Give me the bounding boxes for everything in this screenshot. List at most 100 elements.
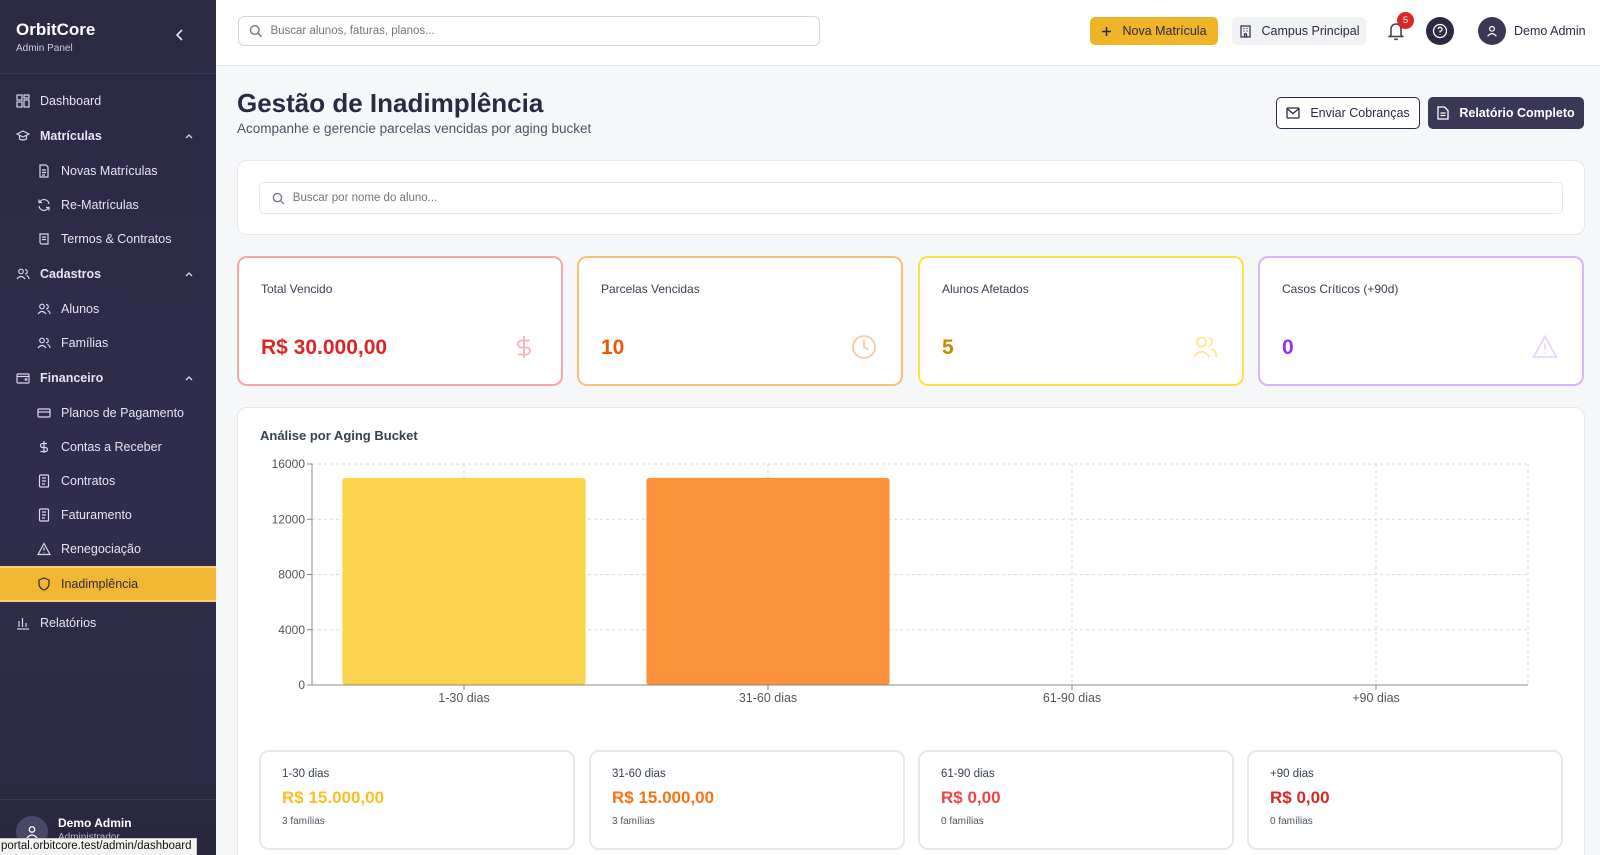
search-icon <box>272 192 285 204</box>
user-icon <box>26 826 38 839</box>
new-enrollment-label: Nova Matrícula <box>1122 24 1207 38</box>
sidebar-item-faturamento[interactable]: Faturamento <box>0 498 216 532</box>
chart-title: Análise por Aging Bucket <box>260 428 418 443</box>
kpi-label: Total Vencido <box>261 282 333 296</box>
full-report-label: Relatório Completo <box>1459 106 1575 120</box>
sidebar-item-relatorios[interactable]: Relatórios <box>0 606 216 640</box>
campus-selector[interactable]: Campus Principal <box>1232 17 1366 45</box>
sidebar-item-planos-pagamento[interactable]: Planos de Pagamento <box>0 396 216 430</box>
sidebar-item-contratos[interactable]: Contratos <box>0 464 216 498</box>
global-search[interactable] <box>238 16 820 46</box>
chevron-up-icon <box>184 268 194 278</box>
sidebar-item-dashboard[interactable]: Dashboard <box>0 84 216 118</box>
kpi-label: Parcelas Vencidas <box>601 282 700 296</box>
kpi-alunos-afetados: Alunos Afetados 5 <box>918 256 1244 386</box>
bucket-value: R$ 0,00 <box>1270 788 1330 807</box>
sidebar-item-label: Termos & Contratos <box>61 232 172 246</box>
sidebar-item-label: Alunos <box>61 302 100 316</box>
chart-y-tick-label: 4000 <box>278 623 305 637</box>
bucket-count: 0 famílias <box>1270 816 1313 827</box>
sidebar-item-inadimplencia[interactable]: Inadimplência <box>0 566 216 602</box>
refresh-icon <box>37 198 51 212</box>
sidebar-item-label: Novas Matrículas <box>61 164 158 178</box>
kpi-parcelas-vencidas: Parcelas Vencidas 10 <box>577 256 903 386</box>
sidebar: OrbitCore Admin Panel Dashboard Matrícul… <box>0 0 216 855</box>
sidebar-group-financeiro[interactable]: Financeiro <box>0 360 216 396</box>
bucket-value: R$ 0,00 <box>941 788 1001 807</box>
kpi-casos-criticos: Casos Críticos (+90d) 0 <box>1258 256 1584 386</box>
chart-x-tick-label: +90 dias <box>1352 691 1400 705</box>
sidebar-item-label: Dashboard <box>40 94 102 108</box>
mail-icon <box>1286 107 1300 119</box>
chart-x-tick-label: 61-90 dias <box>1043 691 1101 705</box>
bucket-count: 0 famílias <box>941 816 984 827</box>
plus-icon <box>1102 26 1112 36</box>
bucket-label: 61-90 dias <box>941 768 995 780</box>
bucket-value: R$ 15.000,00 <box>612 788 715 807</box>
file-icon <box>37 164 51 178</box>
clock-icon <box>851 334 877 360</box>
bucket-label: 31-60 dias <box>612 768 666 780</box>
send-charges-button[interactable]: Enviar Cobranças <box>1276 97 1420 129</box>
kpi-value: 0 <box>1282 336 1294 359</box>
send-charges-label: Enviar Cobranças <box>1310 106 1410 120</box>
chart-y-tick-label: 0 <box>298 678 305 692</box>
sidebar-group-cadastros[interactable]: Cadastros <box>0 256 216 292</box>
building-icon <box>1239 24 1251 38</box>
credit-card-icon <box>37 406 51 420</box>
sidebar-item-label: Contratos <box>61 474 116 488</box>
help-button[interactable] <box>1426 17 1454 45</box>
chart-x-tick-label: 31-60 dias <box>739 691 797 705</box>
dollar-icon <box>37 440 51 454</box>
bucket-card-1-30: 1-30 dias R$ 15.000,00 3 famílias <box>259 750 575 850</box>
user-menu-name: Demo Admin <box>1514 24 1586 38</box>
sidebar-item-label: Financeiro <box>40 371 104 385</box>
scroll-icon <box>37 232 51 246</box>
brand: OrbitCore Admin Panel <box>0 0 216 74</box>
chevron-up-icon <box>184 372 194 382</box>
sidebar-user-name: Demo Admin <box>58 816 132 830</box>
sidebar-item-label: Planos de Pagamento <box>61 406 185 420</box>
student-search-input[interactable] <box>292 192 1562 204</box>
kpi-value: 10 <box>601 336 625 359</box>
receipt-icon <box>37 508 51 522</box>
chart-y-tick-label: 16000 <box>272 457 306 471</box>
chart-bar <box>342 477 586 685</box>
notification-badge: 5 <box>1397 12 1414 29</box>
kpi-label: Casos Críticos (+90d) <box>1282 282 1399 296</box>
sidebar-item-label: Inadimplência <box>61 577 139 591</box>
sidebar-item-contas-receber[interactable]: Contas a Receber <box>0 430 216 464</box>
sidebar-item-termos-contratos[interactable]: Termos & Contratos <box>0 222 216 256</box>
full-report-button[interactable]: Relatório Completo <box>1428 97 1584 129</box>
brand-subtitle: Admin Panel <box>16 43 73 54</box>
user-menu[interactable]: Demo Admin <box>1478 17 1586 45</box>
help-circle-icon <box>1432 23 1448 39</box>
sidebar-item-label: Re-Matrículas <box>61 198 139 212</box>
student-search[interactable] <box>259 182 1563 214</box>
sidebar-item-familias[interactable]: Famílias <box>0 326 216 360</box>
users-icon <box>37 336 51 350</box>
bucket-count: 3 famílias <box>612 816 655 827</box>
receipt-icon <box>37 474 51 488</box>
sidebar-user-role: Administrador <box>58 832 132 843</box>
bar-chart-icon <box>16 616 30 630</box>
chart-x-tick-label: 1-30 dias <box>438 691 489 705</box>
new-enrollment-button[interactable]: Nova Matrícula <box>1090 17 1218 45</box>
sidebar-item-alunos[interactable]: Alunos <box>0 292 216 326</box>
sidebar-item-label: Faturamento <box>61 508 132 522</box>
aging-bucket-chart: 0 4000 8000 12000 16000 1-30 dias 31-60 dias 61… <box>272 457 1529 705</box>
sidebar-item-renegociacao[interactable]: Renegociação <box>0 532 216 566</box>
sidebar-item-re-matriculas[interactable]: Re-Matrículas <box>0 188 216 222</box>
alert-triangle-icon <box>37 542 51 556</box>
sidebar-group-matriculas[interactable]: Matrículas <box>0 118 216 154</box>
chevron-left-icon[interactable] <box>172 27 188 43</box>
sidebar-item-novas-matriculas[interactable]: Novas Matrículas <box>0 154 216 188</box>
sidebar-item-label: Relatórios <box>40 616 97 630</box>
sidebar-item-label: Contas a Receber <box>61 440 162 454</box>
alert-triangle-icon <box>1531 334 1559 360</box>
kpi-value: 5 <box>942 336 954 359</box>
users-icon <box>1192 334 1218 360</box>
chevron-up-icon <box>184 130 194 140</box>
graduation-cap-icon <box>16 129 30 143</box>
global-search-input[interactable] <box>270 25 819 37</box>
